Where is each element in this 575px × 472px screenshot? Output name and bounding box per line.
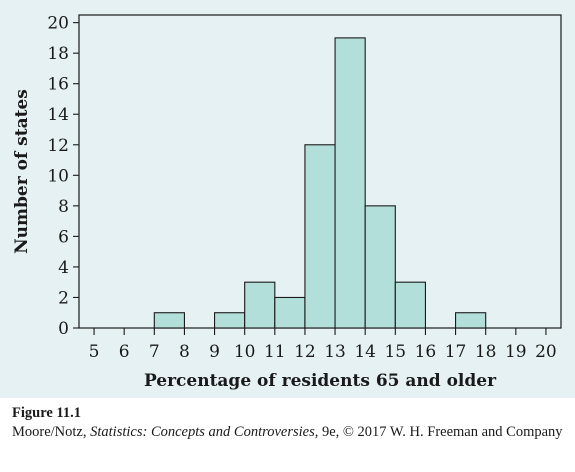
- y-tick-label: 12: [47, 136, 69, 156]
- x-axis-label: Percentage of residents 65 and older: [144, 371, 497, 391]
- x-tick-label: 6: [119, 342, 130, 362]
- y-tick-label: 20: [47, 14, 69, 34]
- chart-background: [0, 0, 575, 398]
- x-tick-label: 7: [149, 342, 160, 362]
- credit-authors: Moore/Notz,: [12, 424, 91, 440]
- x-tick-label: 17: [445, 342, 467, 362]
- histogram-bar: [244, 281, 276, 329]
- x-tick-label: 14: [354, 342, 376, 362]
- histogram-bar: [394, 281, 426, 329]
- y-tick-label: 16: [47, 75, 69, 95]
- x-tick-label: 20: [535, 342, 557, 362]
- x-tick-label: 12: [294, 342, 316, 362]
- histogram-bar: [334, 37, 366, 329]
- figure-label: Figure 11.1: [12, 405, 82, 421]
- x-tick-label: 16: [415, 342, 437, 362]
- histogram-bar: [364, 205, 396, 329]
- x-axis-ticks: 5 6 7 8 9 10 11 12 13 14 15 16 17 18 19 20: [89, 328, 557, 362]
- figure-panel: 5 6 7 8 9 10 11 12 13 14 15 16 17 18 19 20 0 2 4 6 8 10 12 14 1…: [0, 0, 575, 398]
- histogram-bar: [304, 144, 336, 329]
- y-tick-label: 2: [58, 288, 69, 308]
- y-tick-label: 8: [58, 197, 69, 217]
- y-tick-label: 10: [47, 166, 69, 186]
- histogram-chart: 5 6 7 8 9 10 11 12 13 14 15 16 17 18 19 20 024681012141…: [0, 0, 575, 398]
- y-tick-label: 18: [47, 44, 69, 64]
- x-tick-label: 15: [384, 342, 406, 362]
- x-tick-label: 9: [209, 342, 220, 362]
- histogram-bar: [455, 312, 487, 329]
- y-tick-label: 4: [58, 258, 69, 278]
- y-tick-label: 0: [58, 319, 69, 339]
- x-tick-label: 18: [475, 342, 497, 362]
- x-tick-label: 10: [234, 342, 256, 362]
- bars-group: [153, 37, 487, 329]
- y-tick-label: 14: [47, 105, 69, 125]
- x-tick-label: 19: [505, 342, 527, 362]
- histogram-bar: [214, 312, 246, 329]
- figure-caption: Figure 11.1 Moore/Notz, Statistics: Conc…: [12, 404, 567, 442]
- credit-publisher: , 9e, © 2017 W. H. Freeman and Company: [314, 424, 563, 440]
- x-tick-label: 13: [324, 342, 346, 362]
- y-axis-label: Number of states: [12, 89, 32, 254]
- y-tick-label: 6: [58, 227, 69, 247]
- x-tick-label: 8: [179, 342, 190, 362]
- histogram-bar: [274, 296, 306, 329]
- figure-credit: Moore/Notz, Statistics: Concepts and Con…: [12, 423, 567, 442]
- histogram-bar: [153, 312, 185, 329]
- x-tick-label: 11: [264, 342, 286, 362]
- credit-book-title: Statistics: Concepts and Controversies: [90, 424, 315, 440]
- y-axis-ticks: 0 2 4 6 8 10 12 14 16 18 20: [47, 14, 79, 339]
- x-tick-label: 5: [89, 342, 100, 362]
